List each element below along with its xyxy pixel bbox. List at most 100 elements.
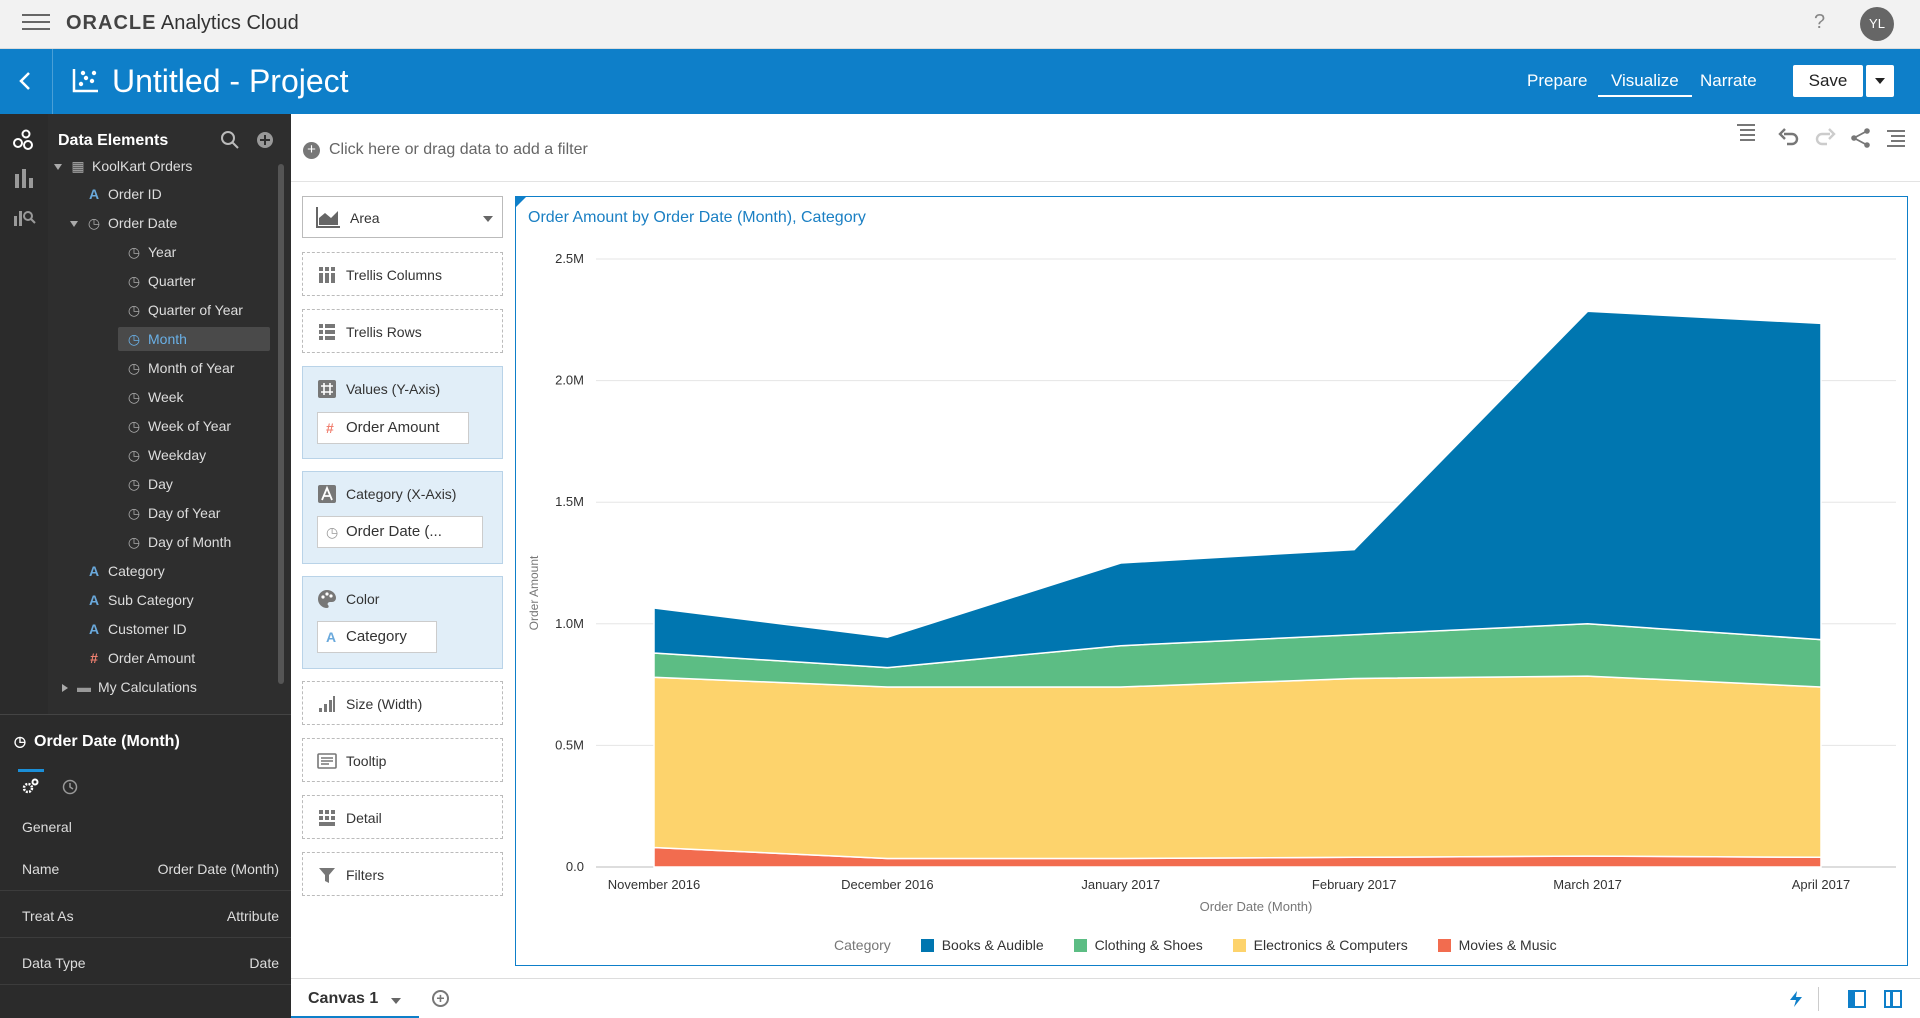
tree-item-day-of-month[interactable]: ◷ Day of Month: [126, 530, 231, 554]
clock-icon: ◷: [127, 273, 141, 289]
clock-icon: ◷: [127, 244, 141, 260]
viz-type-select[interactable]: Area: [302, 196, 503, 238]
property-name-row[interactable]: Name Order Date (Month): [0, 845, 291, 891]
clock-icon: ◷: [127, 360, 141, 376]
right-panel-toggle-icon[interactable]: [1884, 990, 1902, 1008]
legend-item-clothing[interactable]: Clothing & Shoes: [1073, 937, 1203, 953]
tree-item-month[interactable]: ◷ Month: [118, 327, 270, 351]
drop-target-category[interactable]: Category (X-Axis) ◷ Order Date (...: [302, 471, 503, 564]
pill-label: Order Date (...: [346, 523, 442, 540]
area-chart[interactable]: 0.0 0.5M 1.0M 1.5M 2.0M 2.5M November 2016 Dece…: [516, 197, 1909, 967]
legend-swatch: [1437, 939, 1451, 952]
category-pill[interactable]: ◷ Order Date (...: [317, 516, 483, 548]
canvas-tab-label: Canvas 1: [308, 990, 379, 1007]
expand-caret-icon[interactable]: [62, 684, 68, 693]
properties-title: ◷ Order Date (Month): [12, 733, 180, 751]
help-icon[interactable]: ?: [1814, 11, 1826, 33]
area-chart-icon: [316, 207, 340, 228]
redo-icon[interactable]: [1814, 127, 1836, 149]
left-panel-toggle-icon[interactable]: [1848, 990, 1866, 1008]
visualizations-icon[interactable]: [12, 166, 36, 190]
tree-item-sub-category[interactable]: A Sub Category: [86, 588, 194, 612]
properties-title-text: Order Date (Month): [34, 733, 180, 750]
drop-target-color[interactable]: Color A Category: [302, 576, 503, 669]
tree-item-customer-id[interactable]: A Customer ID: [86, 617, 187, 641]
legend-item-books[interactable]: Books & Audible: [920, 937, 1044, 953]
chart-legend: Category Books & Audible Clothing & Shoe…: [834, 937, 1583, 953]
date-options-clock-icon[interactable]: [62, 779, 78, 795]
property-value[interactable]: Date: [249, 955, 279, 971]
drop-target-tooltip[interactable]: Tooltip: [302, 738, 503, 782]
save-button[interactable]: Save: [1793, 65, 1863, 97]
drop-target-trellis-rows[interactable]: Trellis Rows: [302, 309, 503, 353]
visualization-canvas[interactable]: Order Amount by Order Date (Month), Cate…: [515, 196, 1908, 966]
collapse-caret-icon[interactable]: [54, 164, 62, 171]
drop-target-values[interactable]: Values (Y-Axis) # Order Amount: [302, 366, 503, 459]
tab-visualize[interactable]: Visualize: [1598, 71, 1692, 97]
area-series-books-audible[interactable]: [653, 310, 1822, 669]
settings-gear-icon[interactable]: [20, 777, 40, 797]
tree-item-quarter[interactable]: ◷ Quarter: [126, 269, 196, 293]
property-value[interactable]: Attribute: [226, 908, 279, 924]
legend-item-electronics[interactable]: Electronics & Computers: [1232, 937, 1408, 953]
avatar[interactable]: YL: [1860, 7, 1894, 41]
project-icon: [72, 69, 98, 93]
tree-item-day-of-year[interactable]: ◷ Day of Year: [126, 501, 221, 525]
detail-icon: [319, 810, 335, 826]
tree-item-dataset[interactable]: ▦ KoolKart Orders: [54, 154, 192, 178]
data-elements-icon[interactable]: [12, 128, 36, 152]
tree-item-order-amount[interactable]: # Order Amount: [86, 646, 195, 670]
add-filter-icon[interactable]: +: [303, 142, 320, 159]
tree-item-my-calculations[interactable]: ▬ My Calculations: [62, 675, 197, 699]
property-data-type-row[interactable]: Data Type Date: [0, 939, 291, 985]
tree-item-week[interactable]: ◷ Week: [126, 385, 184, 409]
menu-lines-icon[interactable]: [1885, 127, 1907, 149]
tree-item-week-of-year[interactable]: ◷ Week of Year: [126, 414, 231, 438]
tab-canvas-1[interactable]: Canvas 1: [291, 979, 419, 1018]
tab-prepare[interactable]: Prepare: [1527, 71, 1588, 90]
clock-icon: ◷: [127, 302, 141, 318]
tree-item-month-of-year[interactable]: ◷ Month of Year: [126, 356, 235, 380]
save-options-dropdown[interactable]: [1866, 65, 1894, 97]
hamburger-menu-icon[interactable]: [22, 14, 50, 34]
share-icon[interactable]: [1850, 127, 1872, 149]
property-treat-as-row[interactable]: Treat As Attribute: [0, 892, 291, 938]
y-tick-label: 2.5M: [555, 251, 584, 266]
panel-scrollbar[interactable]: [278, 164, 284, 684]
tree-item-order-date[interactable]: ◷ Order Date: [70, 211, 177, 235]
tree-item-year[interactable]: ◷ Year: [126, 240, 176, 264]
tree-item-category[interactable]: A Category: [86, 559, 165, 583]
search-icon[interactable]: [220, 130, 240, 150]
analytics-icon[interactable]: [12, 204, 36, 228]
color-pill[interactable]: A Category: [317, 621, 437, 653]
drop-target-detail[interactable]: Detail: [302, 795, 503, 839]
chart-title[interactable]: Order Amount by Order Date (Month), Cate…: [528, 209, 866, 226]
tree-item-weekday[interactable]: ◷ Weekday: [126, 443, 206, 467]
values-pill[interactable]: # Order Amount: [317, 412, 469, 444]
filter-placeholder[interactable]: Click here or drag data to add a filter: [329, 141, 588, 158]
drop-target-size[interactable]: Size (Width): [302, 681, 503, 725]
tree-item-day[interactable]: ◷ Day: [126, 472, 173, 496]
tree-item-order-id[interactable]: A Order ID: [86, 182, 162, 206]
back-button[interactable]: [0, 49, 53, 114]
legend-label: Clothing & Shoes: [1094, 937, 1203, 953]
filter-bar[interactable]: + Click here or drag data to add a filte…: [291, 114, 1920, 182]
undo-icon[interactable]: [1778, 127, 1800, 149]
project-title[interactable]: Untitled - Project: [112, 63, 349, 99]
list-menu-icon[interactable]: [1735, 122, 1757, 144]
drop-target-trellis-columns[interactable]: Trellis Columns: [302, 252, 503, 296]
add-canvas-icon[interactable]: +: [432, 990, 449, 1007]
legend-item-movies[interactable]: Movies & Music: [1437, 937, 1557, 953]
tab-narrate[interactable]: Narrate: [1700, 71, 1757, 90]
drop-target-filters[interactable]: Filters: [302, 852, 503, 896]
tooltip-icon: [317, 753, 337, 769]
area-series-electronics-computers[interactable]: [653, 675, 1822, 860]
tree-label: Day of Month: [148, 534, 232, 550]
category-label: Category (X-Axis): [346, 486, 457, 502]
auto-apply-lightning-icon[interactable]: [1788, 990, 1804, 1008]
collapse-caret-icon[interactable]: [70, 221, 78, 228]
add-data-icon[interactable]: [256, 131, 274, 149]
tree-item-quarter-of-year[interactable]: ◷ Quarter of Year: [126, 298, 243, 322]
property-value[interactable]: Order Date (Month): [157, 861, 279, 877]
property-key: Data Type: [22, 955, 86, 971]
